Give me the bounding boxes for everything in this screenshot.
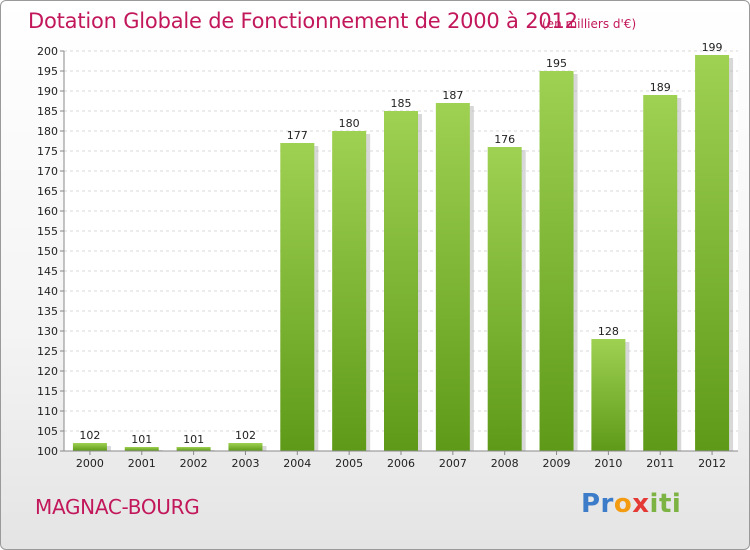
x-tick-label: 2007 [439, 457, 467, 470]
y-tick-label: 195 [37, 65, 58, 78]
data-label: 187 [442, 89, 463, 102]
x-tick-label: 2006 [387, 457, 415, 470]
y-tick-label: 140 [37, 285, 58, 298]
bar [280, 143, 315, 451]
data-label: 102 [79, 429, 100, 442]
y-tick-label: 125 [37, 345, 58, 358]
bar [695, 55, 730, 451]
x-tick-label: 2002 [180, 457, 208, 470]
y-tick-label: 190 [37, 85, 58, 98]
bar [539, 71, 574, 451]
x-tick-label: 2011 [646, 457, 674, 470]
y-tick-label: 135 [37, 305, 58, 318]
bar [591, 339, 626, 451]
y-tick-label: 175 [37, 145, 58, 158]
bar [72, 443, 107, 451]
y-tick-label: 145 [37, 265, 58, 278]
data-label: 102 [235, 429, 256, 442]
y-tick-label: 115 [37, 385, 58, 398]
bar [124, 447, 159, 451]
bar [332, 131, 367, 451]
bar [643, 95, 678, 451]
y-tick-label: 185 [37, 105, 58, 118]
bars [72, 55, 734, 451]
chart-title: Dotation Globale de Fonctionnement de 20… [28, 9, 578, 33]
y-tick-label: 155 [37, 225, 58, 238]
x-tick-label: 2012 [698, 457, 726, 470]
unit-note: (en milliers d'€) [542, 17, 637, 31]
y-tick-label: 170 [37, 165, 58, 178]
data-label: 180 [339, 117, 360, 130]
y-tick-label: 130 [37, 325, 58, 338]
bar [176, 447, 211, 451]
y-tick-label: 180 [37, 125, 58, 138]
x-tick-label: 2008 [491, 457, 519, 470]
bar [384, 111, 418, 451]
x-tick-label: 2004 [283, 457, 311, 470]
y-tick-label: 165 [37, 185, 58, 198]
proxiti-logo: Proxiti [581, 489, 681, 519]
x-tick-label: 2009 [543, 457, 571, 470]
x-tick-label: 2010 [594, 457, 622, 470]
y-tick-label: 105 [37, 425, 58, 438]
data-label: 101 [183, 433, 204, 446]
x-tick-label: 2005 [335, 457, 363, 470]
data-label: 128 [598, 325, 619, 338]
data-label: 185 [391, 97, 412, 110]
y-tick-label: 160 [37, 205, 58, 218]
bar [435, 103, 470, 451]
data-label: 189 [650, 81, 671, 94]
x-tick-label: 2001 [128, 457, 156, 470]
y-tick-label: 150 [37, 245, 58, 258]
bar-chart: 100 105 110 115 120 125 130 135 140 145 150 155 160 1… [37, 41, 738, 470]
y-tick-label: 110 [37, 405, 58, 418]
bar [487, 147, 522, 451]
data-label: 176 [494, 133, 515, 146]
data-label: 101 [131, 433, 152, 446]
commune-name: MAGNAC-BOURG [35, 495, 200, 519]
data-labels: 102 101 101 102 177 180 185 187 176 195 128 189 199 [79, 41, 722, 446]
data-label: 195 [546, 57, 567, 70]
data-label: 177 [287, 129, 308, 142]
logo-part-3: x [632, 489, 650, 519]
y-tick-label: 100 [37, 445, 58, 458]
x-tick-label: 2003 [231, 457, 259, 470]
logo-part-1: Pr [581, 489, 614, 519]
y-tick-label: 200 [37, 45, 58, 58]
data-label: 199 [702, 41, 723, 54]
x-tick-labels: 2000 2001 2002 2003 2004 2005 2006 2007 2008 2009… [76, 451, 726, 470]
logo-part-4: iti [649, 489, 682, 519]
logo-part-2: o [613, 489, 633, 519]
y-tick-label: 120 [37, 365, 58, 378]
y-tick-labels: 100 105 110 115 120 125 130 135 140 145 150 155 160 1… [37, 45, 58, 458]
x-tick-label: 2000 [76, 457, 104, 470]
bar [228, 443, 263, 451]
